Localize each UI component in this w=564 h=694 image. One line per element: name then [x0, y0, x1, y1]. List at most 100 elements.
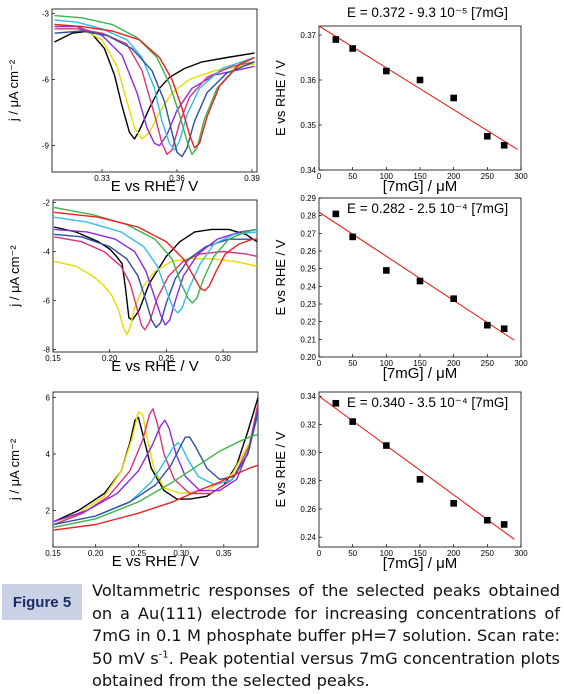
x-tick-label: 150 — [413, 172, 427, 181]
data-point — [450, 295, 457, 302]
plot-frame — [318, 197, 522, 358]
voltammogram-curve-5 — [54, 19, 255, 151]
y-axis-label: j / μA cm⁻² — [6, 59, 21, 122]
x-tick-label: 0.25 — [131, 549, 147, 558]
y-tick-label: 6 — [46, 394, 51, 403]
y-tick-label: 0.26 — [300, 505, 316, 514]
x-axis-label: E vs RHE / V — [111, 178, 199, 195]
x-axis-label: [7mG] / μM — [383, 365, 457, 382]
series-group — [53, 206, 257, 336]
y-tick-label: 2 — [46, 506, 51, 515]
y-tick-label: 0.24 — [300, 533, 316, 542]
voltammogram-curve-1 — [54, 30, 255, 140]
caption-tail-text: . Peak potential versus 7mG concentratio… — [92, 648, 560, 691]
x-tick-label: 200 — [447, 359, 461, 368]
figure-label: Figure 5 — [2, 584, 82, 620]
voltammogram-curve-3 — [53, 236, 257, 331]
x-tick-label: 250 — [481, 172, 495, 181]
y-tick-label: -3 — [42, 9, 50, 18]
y-tick-label: -6 — [43, 297, 51, 306]
y-tick-label: -2 — [43, 198, 51, 207]
data-point — [349, 418, 356, 425]
x-tick-label: 0.30 — [215, 354, 231, 363]
y-tick-label: 0.29 — [300, 194, 316, 203]
plot-frame — [51, 8, 258, 173]
voltammogram-curve-7 — [54, 14, 255, 156]
chart-left-middle: 0.15 0.20 0.25 0.30 -2 -4 -6 -8 E vs RHE / V j / … — [7, 198, 258, 375]
x-axis-label: E vs RHE / V — [111, 358, 199, 375]
data-point — [484, 516, 491, 524]
voltammogram-curve-7 — [53, 433, 258, 528]
y-axis-label: j / μA cm⁻² — [7, 438, 22, 501]
y-tick-label: -6 — [42, 75, 50, 84]
x-tick-label: 0 — [317, 549, 322, 558]
x-tick-label: 100 — [380, 549, 394, 558]
x-tick-label: 0 — [317, 359, 322, 368]
y-axis-label: E vs RHE / V — [273, 60, 288, 136]
data-point — [383, 267, 390, 274]
y-tick-label: 0.24 — [300, 282, 316, 291]
x-tick-label: 0 — [317, 172, 322, 181]
voltammogram-curve-4 — [54, 28, 255, 156]
voltammogram-curve-8 — [54, 23, 255, 149]
x-tick-label: 300 — [514, 549, 528, 558]
voltammogram-curve-2 — [53, 258, 257, 336]
y-tick-label: 0.27 — [300, 229, 316, 238]
x-axis-label: E vs RHE / V — [112, 553, 200, 570]
y-tick-label: -8 — [43, 346, 51, 355]
data-point — [416, 476, 424, 483]
data-point — [383, 67, 390, 75]
x-tick-label: 200 — [447, 549, 461, 558]
data-point — [450, 500, 457, 507]
fit-equation: E = 0.340 - 3.5 10⁻⁴ [7mG] — [347, 395, 508, 410]
data-point — [383, 442, 390, 449]
y-tick-label: 0.26 — [300, 247, 316, 256]
plot-frame — [318, 25, 522, 171]
voltammogram-curve-5 — [54, 228, 257, 326]
x-tick-label: 0.20 — [88, 549, 104, 558]
voltammogram-curve-5 — [53, 414, 258, 526]
y-tick-label: 0.20 — [300, 353, 316, 362]
x-tick-label: 0.20 — [102, 354, 118, 363]
chart-right-top: 0 50 100 150 200 250 300 0.34 0.35 0.36 0.37 [7mG] … — [273, 5, 528, 195]
voltammogram-curve-6 — [53, 216, 257, 314]
x-axis-label: [7mG] / μM — [383, 178, 457, 195]
chart-left-top: 0.33 0.36 0.39 -3 -6 -9 E vs RHE / V j / μA cm⁻… — [6, 8, 260, 195]
data-point — [500, 521, 508, 528]
plot-frame — [318, 391, 522, 548]
voltammogram-curve-8 — [53, 464, 258, 531]
y-axis-label: E vs RHE / V — [273, 239, 288, 315]
x-tick-label: 0.30 — [173, 549, 189, 558]
x-tick-label: 250 — [481, 549, 495, 558]
data-point — [484, 321, 491, 329]
plot-frame — [52, 391, 259, 548]
y-tick-label: 0.35 — [300, 121, 316, 130]
x-tick-label: 50 — [348, 549, 357, 558]
data-point — [332, 36, 340, 43]
y-tick-label: 0.28 — [300, 212, 316, 221]
x-tick-label: 100 — [380, 172, 394, 181]
voltammogram-curve-7 — [53, 206, 257, 304]
plot-frame — [52, 199, 258, 353]
y-tick-label: 0.21 — [300, 335, 316, 344]
voltammogram-curve-6 — [54, 30, 255, 158]
voltammogram-curve-1 — [53, 397, 258, 523]
figure-caption: Voltammetric responses of the selected p… — [92, 580, 560, 693]
y-tick-label: 4 — [46, 450, 51, 459]
data-point — [332, 399, 340, 407]
x-tick-label: 300 — [514, 359, 528, 368]
x-tick-label: 100 — [380, 359, 394, 368]
y-tick-label: 0.25 — [300, 265, 316, 274]
x-tick-label: 200 — [447, 172, 461, 181]
x-tick-label: 150 — [413, 359, 427, 368]
x-tick-label: 50 — [348, 359, 357, 368]
x-tick-label: 50 — [348, 172, 357, 181]
x-tick-label: 0.39 — [244, 174, 260, 183]
series-group — [54, 14, 255, 158]
data-point — [416, 277, 424, 285]
fit-line — [318, 25, 518, 150]
y-tick-label: 0.34 — [300, 166, 316, 175]
y-tick-label: -9 — [42, 142, 50, 151]
voltammogram-curve-6 — [53, 411, 258, 526]
y-tick-label: -4 — [43, 247, 51, 256]
